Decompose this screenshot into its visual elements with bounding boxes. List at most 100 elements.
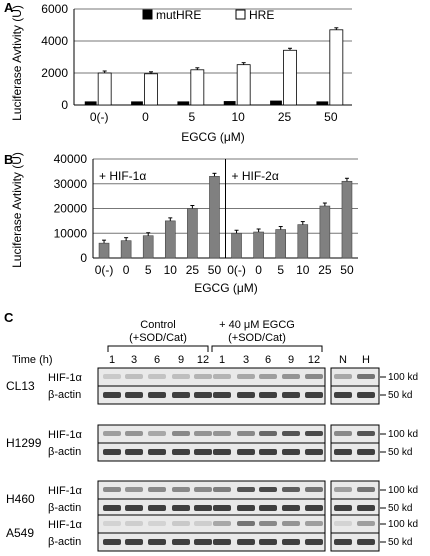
actin-band: [357, 539, 375, 545]
x-axis-title: EGCG (μM): [194, 281, 258, 295]
hif-band: [282, 374, 300, 379]
y-tick-label: 10000: [54, 226, 88, 240]
hif-band: [357, 431, 375, 436]
actin-band: [357, 449, 375, 455]
hif-band: [148, 431, 166, 436]
hif-band: [148, 487, 166, 492]
hif-band: [103, 487, 121, 492]
bar-HRE: [236, 64, 251, 106]
hif-band: [334, 431, 352, 436]
cell-line-label: H460: [6, 492, 35, 506]
hif-band: [305, 374, 323, 379]
lane-label: 6: [265, 354, 271, 366]
lane-label: 12: [197, 354, 209, 366]
actin-band: [213, 449, 231, 455]
actin-band: [103, 539, 121, 545]
time-label: Time (h): [12, 354, 53, 366]
actin-band: [148, 449, 166, 455]
lane-label: 9: [288, 354, 294, 366]
bar-mutHRE: [84, 101, 97, 106]
bar: [98, 242, 110, 259]
x-tick-label: 25: [186, 263, 200, 277]
bar: [120, 240, 132, 259]
hif-band: [125, 487, 143, 492]
chart-a: 0 2000 4000 6000 0(-) 0 5 10 25 50 EGCG (μM) Lucife…: [10, 2, 352, 144]
lane-label: 3: [243, 354, 249, 366]
actin-band: [305, 449, 323, 455]
lane-label: 9: [178, 354, 184, 366]
hif-band: [125, 431, 143, 436]
actin-band: [305, 505, 323, 511]
x-tick-label: 5: [145, 263, 152, 277]
hif-band: [148, 374, 166, 379]
y-tick-label: 30000: [54, 177, 88, 191]
actin-band: [259, 449, 277, 455]
hif-band: [213, 374, 231, 379]
group-label: + HIF-1α: [99, 169, 146, 183]
bar: [319, 205, 331, 259]
lane-label: 1: [219, 354, 225, 366]
actin-band: [148, 505, 166, 511]
x-tick-label: 5: [188, 110, 195, 124]
hif-band: [194, 487, 212, 492]
actin-band: [148, 392, 166, 398]
actin-band: [259, 505, 277, 511]
hif-band: [357, 487, 375, 492]
group-bracket: [107, 345, 209, 352]
hif-band: [194, 521, 212, 526]
actin-band: [194, 505, 212, 511]
actin-band: [334, 505, 352, 511]
bar-mutHRE: [316, 101, 329, 106]
actin-band: [103, 505, 121, 511]
hif-band: [282, 431, 300, 436]
actin-band: [172, 449, 190, 455]
lane-label: N: [339, 354, 347, 366]
actin-band: [282, 539, 300, 545]
hif-band: [282, 521, 300, 526]
hif-band: [125, 521, 143, 526]
hif-band: [282, 487, 300, 492]
y-tick-label: 40000: [54, 152, 88, 166]
hif-band: [125, 374, 143, 379]
x-tick-label: 50: [208, 263, 222, 277]
actin-band: [259, 392, 277, 398]
y-axis-title: Luciferase Avtivity (U): [10, 152, 24, 268]
hif-band: [237, 431, 255, 436]
bar: [142, 235, 154, 259]
band-label-actin: β-actin: [48, 389, 81, 401]
hif-band: [213, 521, 231, 526]
bar: [164, 220, 176, 259]
actin-band: [213, 539, 231, 545]
band-label-hif: HIF-1α: [48, 519, 83, 531]
hif-band: [172, 521, 190, 526]
actin-band: [125, 539, 143, 545]
hif-band: [103, 374, 121, 379]
hif-band: [334, 521, 352, 526]
western-blot: Control(+SOD/Cat)+ 40 μM EGCG(+SOD/Cat)T…: [6, 319, 418, 552]
actin-band: [259, 539, 277, 545]
legend-swatch: [235, 9, 246, 20]
hif-band: [305, 487, 323, 492]
legend-label: HRE: [249, 8, 274, 22]
bar-HRE: [283, 49, 297, 106]
band-label-actin: β-actin: [48, 502, 81, 514]
actin-band: [172, 505, 190, 511]
band-label-hif: HIF-1α: [48, 372, 83, 384]
actin-band: [282, 505, 300, 511]
actin-band: [194, 449, 212, 455]
bar: [209, 176, 220, 259]
x-tick-label: 10: [296, 263, 310, 277]
actin-band: [334, 392, 352, 398]
y-tick-label: 0: [80, 251, 87, 265]
marker-50kd: 50 kd: [388, 537, 412, 548]
panel-a-label: A: [4, 0, 14, 15]
lane-label: H: [362, 354, 370, 366]
x-tick-label: 0(-): [90, 110, 109, 124]
hif-band: [357, 521, 375, 526]
bar-mutHRE: [131, 101, 143, 106]
band-label-actin: β-actin: [48, 536, 81, 548]
bar: [341, 180, 353, 259]
y-tick-label: 4000: [41, 34, 68, 48]
bar-mutHRE: [177, 101, 190, 106]
